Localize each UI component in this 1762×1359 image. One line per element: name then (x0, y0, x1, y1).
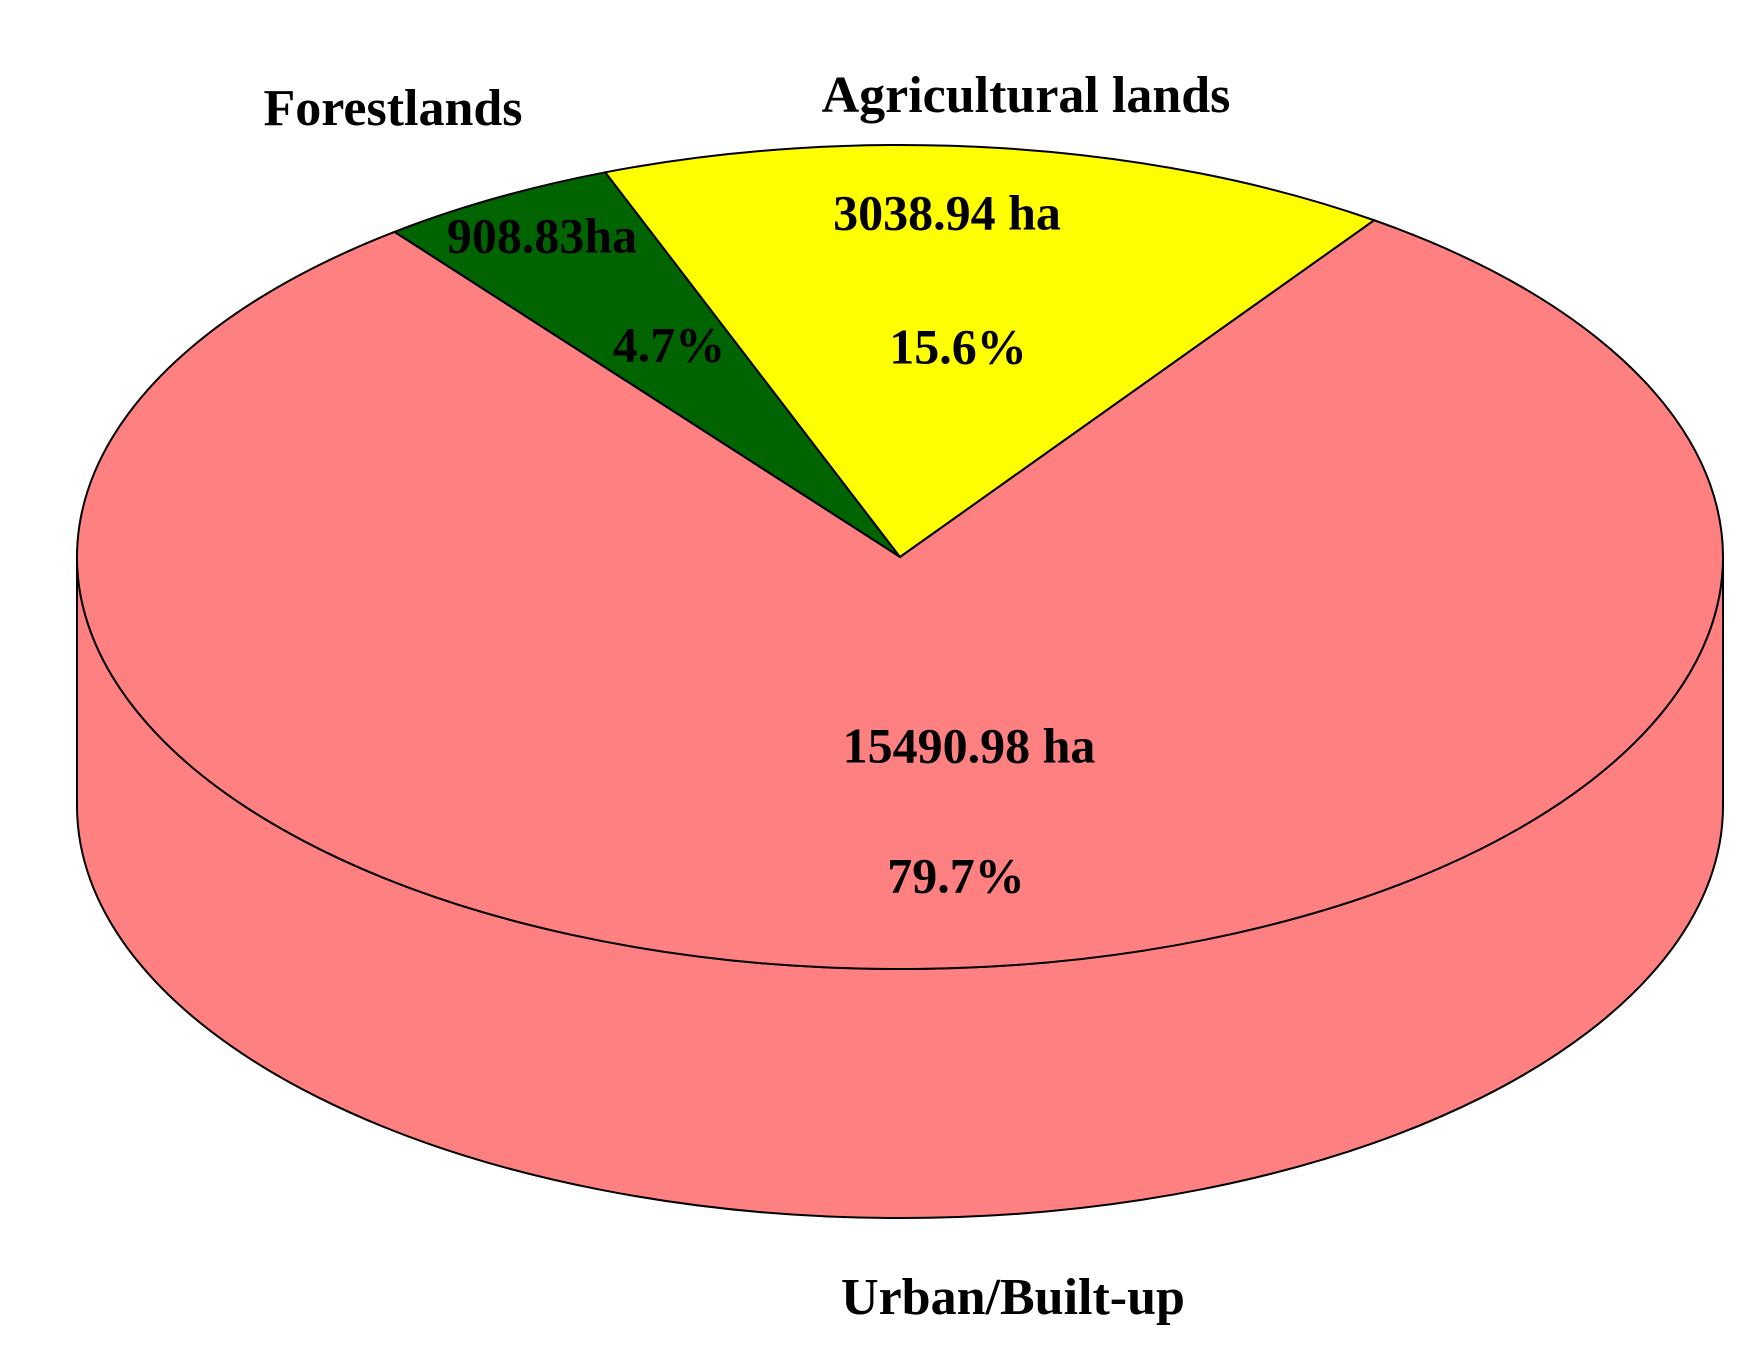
area-label: 3038.94 ha (833, 184, 1061, 240)
category-label: Urban/Built-up (841, 1269, 1185, 1326)
pie-slice (603, 144, 1377, 559)
category-label: Forestlands (263, 80, 522, 137)
area-label: 15490.98 ha (843, 717, 1096, 773)
pie-slice (392, 171, 901, 558)
value-label: 15.6% (889, 318, 1027, 374)
pie-slice (76, 219, 1724, 970)
value-label: 79.7% (887, 847, 1025, 903)
value-label: 4.7% (613, 316, 726, 372)
area-label: 908.83ha (447, 207, 637, 263)
category-label: Agricultural lands (822, 67, 1231, 124)
